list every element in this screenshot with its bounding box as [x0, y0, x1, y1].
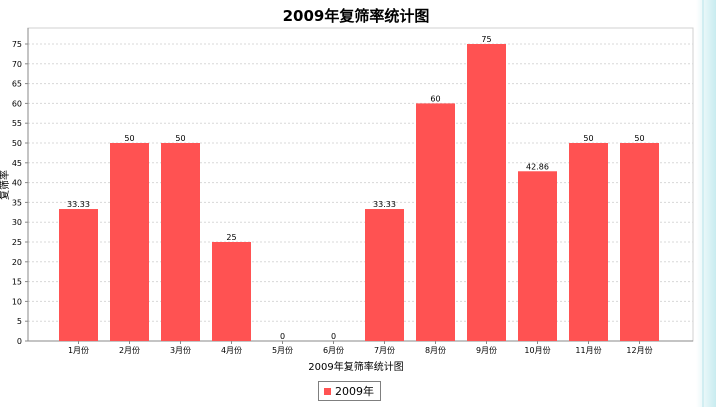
- bar-value-label: 50: [124, 134, 134, 143]
- bar-value-label: 50: [583, 134, 593, 143]
- y-tick-label: 55: [12, 119, 22, 128]
- y-tick-label: 50: [12, 139, 22, 148]
- x-tick-label: 9月份: [476, 345, 497, 355]
- bar-value-label: 33.33: [373, 200, 396, 209]
- y-tick-label: 5: [17, 317, 22, 326]
- x-tick-label: 8月份: [425, 345, 446, 355]
- x-tick-label: 5月份: [272, 345, 293, 355]
- x-tick-label: 2月份: [119, 345, 140, 355]
- bar: [110, 143, 149, 341]
- chart-title: 2009年复筛率统计图: [283, 7, 430, 25]
- y-tick-label: 35: [12, 198, 22, 207]
- bar-value-label: 25: [226, 233, 236, 242]
- plot-area: 0 5 10 15 20 25 30 35 40 45 50 55 60 65 70 75 33.33 1月份 50…: [12, 27, 694, 355]
- right-edge-decoration: [696, 0, 716, 407]
- y-tick-label: 20: [12, 258, 22, 267]
- bar: [416, 103, 455, 342]
- y-tick-label: 70: [12, 60, 22, 69]
- bar-value-label: 42.86: [526, 162, 549, 171]
- y-tick-label: 25: [12, 238, 22, 247]
- y-tick-label: 10: [12, 297, 22, 306]
- legend: 2009年: [318, 381, 381, 401]
- bar-value-label: 50: [175, 134, 185, 143]
- bar-value-label: 33.33: [67, 200, 90, 209]
- bar-value-label: 50: [634, 134, 644, 143]
- x-tick-label: 12月份: [626, 345, 652, 355]
- bar: [467, 44, 506, 341]
- bar: [620, 143, 659, 341]
- bar-value-label: 0: [280, 332, 285, 341]
- x-tick-label: 1月份: [68, 345, 89, 355]
- x-tick-label: 11月份: [575, 345, 601, 355]
- bar: [59, 209, 98, 341]
- bar-value-label: 75: [481, 35, 491, 44]
- y-tick-label: 75: [12, 40, 22, 49]
- x-tick-label: 3月份: [170, 345, 191, 355]
- bar: [365, 209, 404, 341]
- bar: [518, 171, 557, 341]
- x-tick-label: 10月份: [524, 345, 550, 355]
- y-tick-label: 60: [12, 99, 22, 108]
- legend-swatch: [324, 387, 331, 395]
- y-tick-label: 45: [12, 159, 22, 168]
- x-tick-label: 7月份: [374, 345, 395, 355]
- y-axis-title: 复筛率: [0, 170, 11, 200]
- y-tick-label: 65: [12, 80, 22, 89]
- y-tick-label: 40: [12, 179, 22, 188]
- legend-label: 2009年: [335, 385, 374, 398]
- y-tick-label: 0: [17, 337, 22, 346]
- bar: [161, 143, 200, 341]
- bar-value-label: 60: [430, 94, 440, 103]
- y-tick-label: 30: [12, 218, 22, 227]
- bar: [212, 242, 251, 341]
- y-tick-label: 15: [12, 278, 22, 287]
- x-tick-label: 4月份: [221, 345, 242, 355]
- bar: [569, 143, 608, 341]
- x-tick-label: 6月份: [323, 345, 344, 355]
- x-axis-title: 2009年复筛率统计图: [308, 360, 403, 373]
- bar-value-label: 0: [331, 332, 336, 341]
